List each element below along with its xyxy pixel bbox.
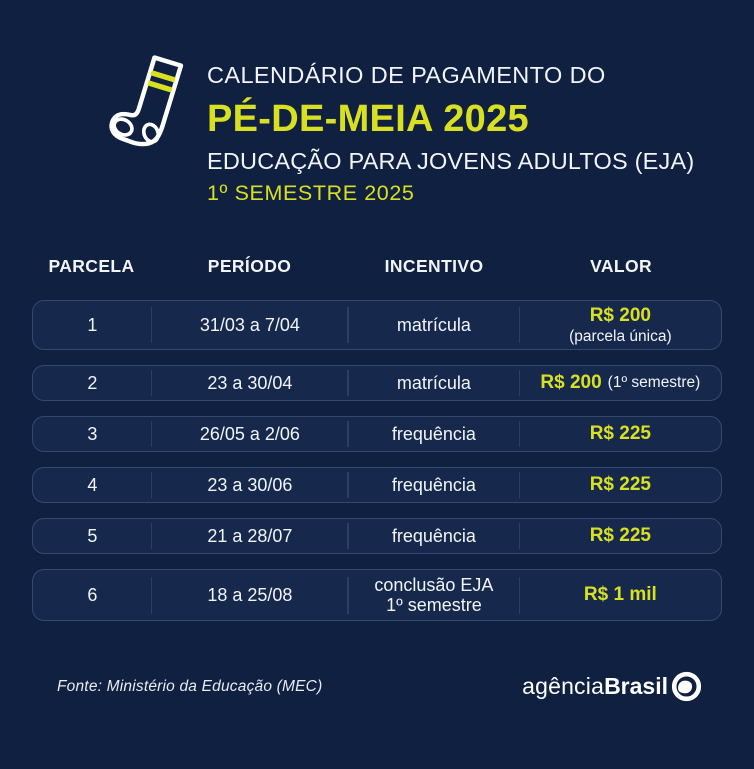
cell-periodo: 23 a 30/04 xyxy=(150,366,348,400)
table-row: 6 18 a 25/08 conclusão EJA 1º semestre R… xyxy=(32,569,722,621)
table-row: 5 21 a 28/07 frequência R$ 225 xyxy=(32,518,722,554)
agencia-brasil-logo: agência Brasil xyxy=(522,671,702,702)
value-note: (parcela única) xyxy=(569,327,672,345)
value-amount: R$ 200 xyxy=(540,372,602,394)
value-note: (1º semestre) xyxy=(607,374,701,392)
column-header-valor: VALOR xyxy=(590,255,653,276)
table-header: PARCELA PERÍODO INCENTIVO VALOR xyxy=(32,255,722,277)
cell-incentivo: frequência xyxy=(347,519,520,553)
source-credit: Fonte: Ministério da Educação (MEC) xyxy=(57,678,323,695)
sock-icon xyxy=(106,52,196,174)
table-row: 3 26/05 a 2/06 frequência R$ 225 xyxy=(32,416,722,452)
title-kicker: CALENDÁRIO DE PAGAMENTO DO xyxy=(207,62,606,88)
table-row: 2 23 a 30/04 matrícula R$ 200 (1º semest… xyxy=(32,365,722,401)
incentive-line-1: conclusão EJA xyxy=(374,574,494,595)
cell-parcela: 4 xyxy=(87,474,98,495)
cell-periodo: 23 a 30/06 xyxy=(150,468,348,502)
cell-incentivo: frequência xyxy=(347,417,520,451)
cell-incentivo: matrícula xyxy=(347,301,520,349)
cell-periodo: 31/03 a 7/04 xyxy=(150,301,348,349)
cell-incentivo: conclusão EJA 1º semestre xyxy=(347,570,520,620)
column-header-incentivo: INCENTIVO xyxy=(384,255,484,276)
cell-periodo: 18 a 25/08 xyxy=(150,570,348,620)
value-amount: R$ 225 xyxy=(589,423,651,445)
semester-label: 1º SEMESTRE 2025 xyxy=(207,181,415,205)
cell-parcela: 1 xyxy=(87,314,98,335)
cell-incentivo: matrícula xyxy=(347,366,520,400)
cell-periodo: 26/05 a 2/06 xyxy=(150,417,348,451)
value-amount: R$ 225 xyxy=(589,525,651,547)
value-amount: R$ 1 mil xyxy=(583,584,657,606)
payment-table: PARCELA PERÍODO INCENTIVO VALOR 1 31/03 … xyxy=(32,255,722,636)
cell-valor: R$ 200 (parcela única) xyxy=(518,301,721,349)
cell-valor: R$ 225 xyxy=(518,417,721,451)
title-subtitle: EDUCAÇÃO PARA JOVENS ADULTOS (EJA) xyxy=(207,147,695,174)
cell-valor: R$ 200 (1º semestre) xyxy=(518,366,721,400)
value-amount: R$ 225 xyxy=(589,474,651,496)
cell-valor: R$ 1 mil xyxy=(518,570,721,620)
cell-parcela: 3 xyxy=(87,423,98,444)
table-row: 4 23 a 30/06 frequência R$ 225 xyxy=(32,467,722,503)
logo-text-light: agência xyxy=(522,673,605,699)
cell-parcela: 6 xyxy=(87,584,98,605)
column-header-periodo: PERÍODO xyxy=(207,255,292,276)
table-row: 1 31/03 a 7/04 matrícula R$ 200 (parcela… xyxy=(32,300,722,350)
incentive-line-2: 1º semestre xyxy=(386,595,482,615)
cell-valor: R$ 225 xyxy=(518,468,721,502)
value-amount: R$ 200 xyxy=(589,304,651,326)
agencia-brasil-mark-icon xyxy=(671,671,702,702)
column-header-parcela: PARCELA xyxy=(48,255,135,276)
cell-valor: R$ 225 xyxy=(518,519,721,553)
logo-text-bold: Brasil xyxy=(604,673,668,699)
title-block: CALENDÁRIO DE PAGAMENTO DO PÉ-DE-MEIA 20… xyxy=(207,62,695,205)
cell-parcela: 5 xyxy=(87,525,98,546)
cell-parcela: 2 xyxy=(87,372,98,393)
cell-periodo: 21 a 28/07 xyxy=(150,519,348,553)
cell-incentivo: frequência xyxy=(347,468,520,502)
page-title: PÉ-DE-MEIA 2025 xyxy=(207,97,529,140)
